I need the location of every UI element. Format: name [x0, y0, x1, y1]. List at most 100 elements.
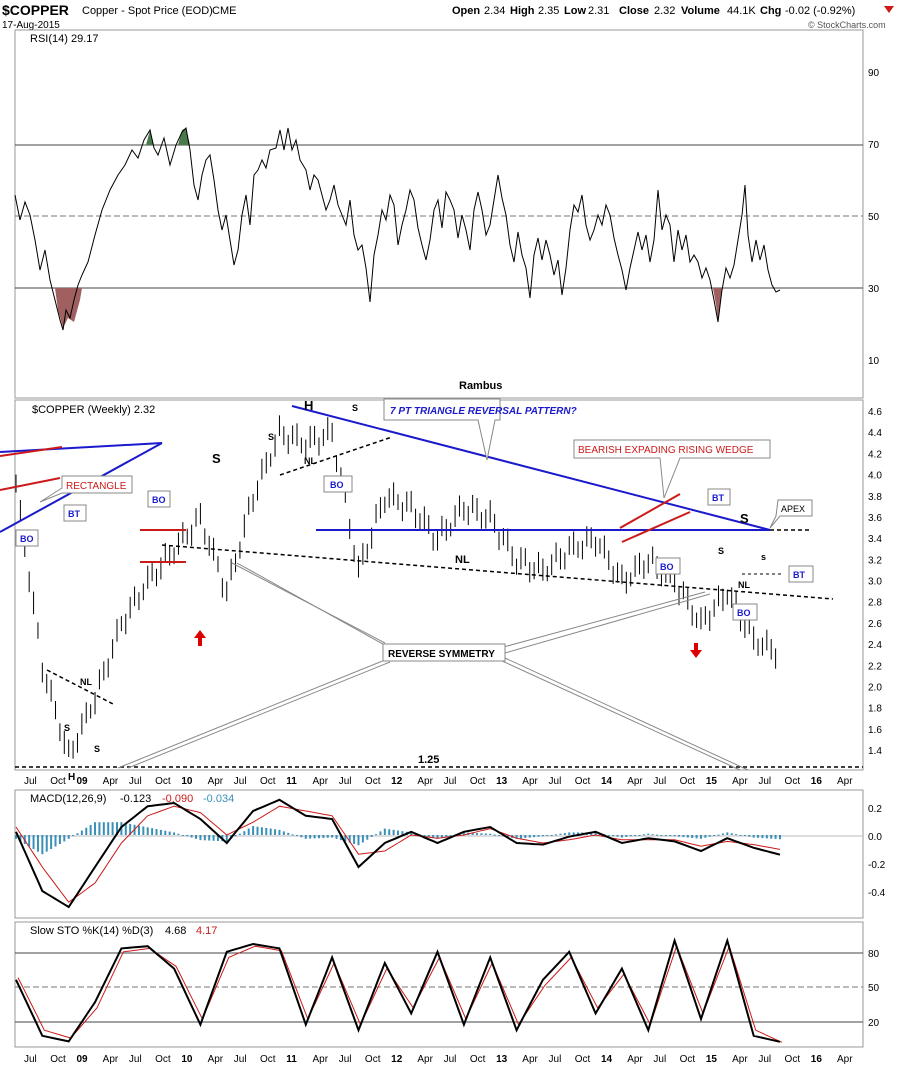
svg-text:High: High [510, 5, 535, 17]
x-tick-24: Jul [653, 1054, 666, 1065]
macd-hist-bar-163 [730, 833, 733, 835]
x-tick-29: Oct [785, 776, 801, 787]
macd-hist-bar-161 [721, 833, 724, 835]
macd-hist-bar-36 [173, 832, 176, 835]
macd-hist-bar-45 [212, 835, 215, 841]
macd-hist-bar-159 [713, 835, 716, 836]
macd-hist-bar-151 [678, 835, 681, 837]
macd-hist-bar-52 [243, 831, 246, 835]
macd-hist-bar-131 [590, 832, 593, 835]
macd-hist-bar-143 [642, 834, 645, 836]
x-tick-19: Apr [522, 1054, 538, 1065]
macd-hist-bar-164 [735, 834, 738, 836]
x-tick-2: 09 [76, 1054, 88, 1065]
macd-hist-bar-16 [85, 827, 88, 835]
macd-hist-bar-14 [76, 833, 79, 835]
svg-text:30: 30 [868, 284, 880, 295]
macd-hist-bar-105 [476, 833, 479, 835]
macd-hist-bar-112 [506, 835, 509, 838]
macd-hist-bar-60 [278, 829, 281, 835]
x-tick-25: Oct [680, 1054, 696, 1065]
macd-signal-line [15, 805, 781, 903]
macd-hist-bar-83 [379, 831, 382, 835]
svg-text:-0.4: -0.4 [868, 888, 886, 899]
macd-hist-bar-34 [164, 830, 167, 835]
x-tick-20: Jul [549, 776, 562, 787]
reverse-symmetry-callout: REVERSE SYMMETRY [382, 643, 506, 662]
x-tick-29: Oct [785, 1054, 801, 1065]
macd-hist-bar-156 [699, 835, 702, 839]
macd-hist-bar-171 [765, 835, 768, 839]
macd-hist-bar-165 [739, 835, 742, 836]
chart-header: $COPPER Copper - Spot Price (EOD) CME 17… [2, 2, 894, 31]
down-arrow-icon [690, 643, 702, 658]
macd-hist-bar-69 [317, 835, 320, 839]
macd-hist-bar-136 [612, 835, 615, 836]
price-label: $COPPER (Weekly) 2.32 [32, 404, 155, 416]
x-tick-15: Apr [417, 1054, 433, 1065]
x-tick-6: 10 [181, 776, 193, 787]
macd-hist-bar-31 [151, 828, 154, 835]
svg-text:0.0: 0.0 [868, 832, 882, 843]
shoulder-label-big-left: S [212, 451, 221, 466]
svg-text:BO: BO [330, 480, 344, 490]
svg-text:2.32: 2.32 [654, 5, 675, 17]
svg-text:0.2: 0.2 [868, 804, 882, 815]
left-blue-line-upper [0, 442, 163, 453]
x-tick-27: Apr [732, 776, 748, 787]
macd-hist-bar-172 [770, 835, 773, 839]
macd-hist-bar-1 [19, 835, 22, 842]
macd-hist-bar-55 [256, 826, 259, 835]
price-tick-0: 4.6 [868, 407, 882, 418]
macd-hist-bar-0 [15, 835, 17, 839]
x-tick-0: Jul [24, 776, 37, 787]
neckline-2011 [279, 436, 393, 476]
shoulder-label-6: s [761, 552, 766, 562]
macd-hist-bar-61 [282, 831, 285, 835]
x-tick-5: Oct [155, 776, 171, 787]
x-tick-7: Apr [208, 776, 224, 787]
macd-hist-bar-6 [41, 835, 44, 855]
macd-hist-bar-28 [137, 825, 140, 835]
x-tick-1: Oct [50, 1054, 66, 1065]
bo-callout-4: BO [655, 557, 681, 575]
svg-text:Volume: Volume [681, 5, 720, 17]
svg-text:Close: Close [619, 5, 649, 17]
x-tick-13: Oct [365, 1054, 381, 1065]
rsi-line [14, 126, 781, 331]
x-tick-4: Jul [129, 776, 142, 787]
macd-panel: MACD(12,26,9) -0.123 -0.090 -0.034 0.2 0… [14, 789, 886, 919]
macd-hist-bar-174 [779, 835, 781, 840]
dropdown-arrow-icon[interactable] [884, 6, 894, 13]
neckline-2009-label: NL [80, 677, 92, 687]
macd-hist-bar-148 [664, 835, 667, 836]
macd-hist-bar-41 [195, 835, 198, 839]
price-tick-8: 3.0 [868, 577, 882, 588]
x-tick-22: 14 [601, 776, 613, 787]
macd-hist-bar-66 [304, 835, 307, 839]
macd-hist-bar-132 [594, 832, 597, 835]
macd-hist-bar-166 [743, 835, 746, 836]
sto-panel: Slow STO %K(14) %D(3) 4.68 4.17 80 50 20 [14, 921, 880, 1048]
macd-hist-bar-21 [107, 822, 110, 835]
rsi-oversold-fill [55, 288, 82, 328]
x-tick-12: Jul [339, 776, 352, 787]
macd-hist-bar-162 [726, 832, 729, 835]
chart-date: 17-Aug-2015 [2, 20, 60, 31]
macd-hist-bar-65 [300, 835, 303, 838]
x-tick-5: Oct [155, 1054, 171, 1065]
macd-axis-ticks: 0.2 0.0 -0.2 -0.4 [868, 804, 886, 899]
macd-hist-bar-149 [669, 835, 672, 836]
neckline-2009 [46, 669, 116, 706]
macd-hist-bar-77 [353, 835, 356, 844]
macd-hist-bar-73 [335, 835, 338, 839]
head-label-top: H [304, 398, 313, 413]
neckline-main-label: NL [455, 554, 470, 566]
svg-text:Chg: Chg [760, 5, 781, 17]
macd-hist-bar-135 [607, 835, 610, 836]
macd-hist-bar-138 [620, 835, 623, 838]
x-tick-7: Apr [208, 1054, 224, 1065]
price-bars [15, 415, 777, 759]
macd-hist-bar-53 [247, 828, 250, 835]
macd-hist-bar-32 [155, 829, 158, 835]
